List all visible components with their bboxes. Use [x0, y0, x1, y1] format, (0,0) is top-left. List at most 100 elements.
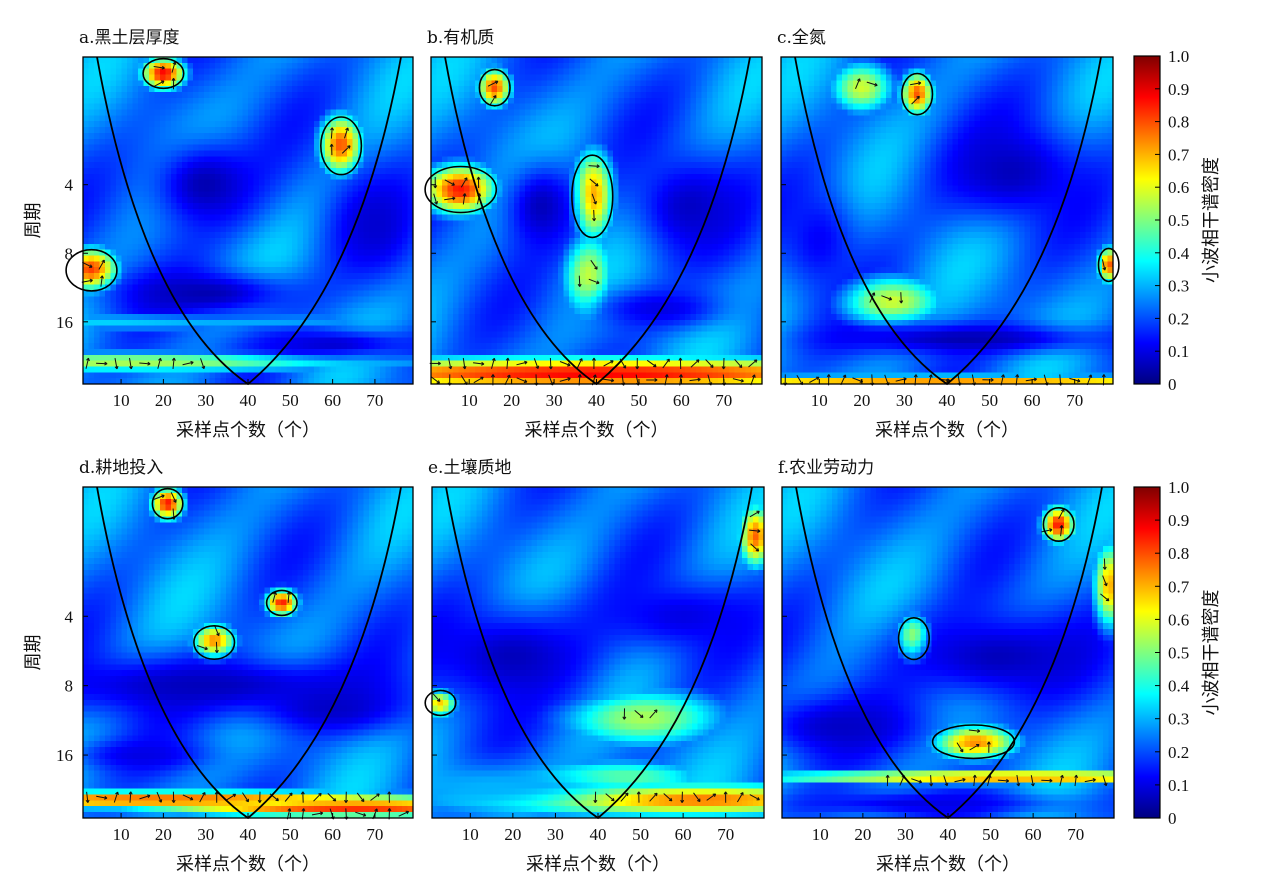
heatmap-cell — [155, 156, 161, 162]
heatmap-cell — [281, 261, 287, 267]
heatmap-cell — [237, 273, 243, 279]
heatmap-cell — [116, 80, 122, 86]
heatmap-cell — [111, 168, 117, 174]
heatmap-cell — [287, 232, 293, 238]
heatmap-cell — [448, 314, 454, 320]
heatmap-cell — [563, 343, 569, 349]
heatmap-cell — [221, 302, 227, 308]
heatmap-cell — [336, 191, 342, 197]
heatmap-cell — [325, 150, 331, 156]
heatmap-cell — [237, 92, 243, 98]
heatmap-cell — [380, 302, 386, 308]
heatmap-cell — [541, 314, 547, 320]
heatmap-cell — [210, 232, 216, 238]
heatmap-cell — [166, 150, 172, 156]
heatmap-cell — [369, 69, 375, 75]
heatmap-cell — [182, 372, 188, 378]
heatmap-cell — [574, 209, 580, 215]
heatmap-cell — [453, 232, 459, 238]
heatmap-cell — [116, 320, 122, 326]
heatmap-cell — [303, 162, 309, 168]
heatmap-cell — [265, 337, 271, 343]
heatmap-cell — [431, 273, 437, 279]
heatmap-cell — [364, 314, 370, 320]
heatmap-cell — [402, 197, 408, 203]
heatmap-cell — [442, 331, 448, 337]
heatmap-cell — [281, 320, 287, 326]
heatmap-cell — [552, 355, 558, 361]
heatmap-cell — [254, 256, 260, 262]
heatmap-cell — [254, 80, 260, 86]
heatmap-cell — [155, 366, 161, 372]
heatmap-cell — [386, 57, 392, 63]
heatmap-cell — [497, 314, 503, 320]
heatmap-cell — [380, 320, 386, 326]
heatmap-cell — [94, 197, 100, 203]
heatmap-cell — [237, 349, 243, 355]
heatmap-cell — [431, 320, 437, 326]
heatmap-cell — [204, 279, 210, 285]
heatmap-cell — [331, 86, 337, 92]
heatmap-cell — [259, 261, 265, 267]
heatmap-cell — [314, 185, 320, 191]
heatmap-cell — [210, 92, 216, 98]
heatmap-cell — [574, 86, 580, 92]
heatmap-cell — [486, 285, 492, 291]
heatmap-cell — [138, 273, 144, 279]
heatmap-cell — [541, 372, 547, 378]
heatmap-cell — [547, 150, 553, 156]
heatmap-cell — [563, 250, 569, 256]
heatmap-cell — [459, 250, 465, 256]
heatmap-cell — [188, 63, 194, 69]
heatmap-cells — [83, 57, 414, 385]
heatmap-cell — [100, 104, 106, 110]
heatmap-cell — [342, 180, 348, 186]
heatmap-cell — [188, 69, 194, 75]
heatmap-cell — [133, 168, 139, 174]
heatmap-cell — [259, 221, 265, 227]
heatmap-cell — [402, 180, 408, 186]
heatmap-cell — [133, 104, 139, 110]
heatmap-cell — [155, 115, 161, 121]
heatmap-cell — [442, 110, 448, 116]
heatmap-cell — [353, 256, 359, 262]
heatmap-cell — [336, 366, 342, 372]
heatmap-cell — [166, 121, 172, 127]
heatmap-cell — [380, 331, 386, 337]
heatmap-cell — [431, 261, 437, 267]
heatmap-cell — [397, 121, 403, 127]
heatmap-cell — [292, 285, 298, 291]
heatmap-cell — [541, 361, 547, 367]
heatmap-cell — [375, 75, 381, 81]
heatmap-cell — [204, 320, 210, 326]
heatmap-cell — [177, 244, 183, 250]
heatmap-cell — [193, 121, 199, 127]
heatmap-cell — [111, 308, 117, 314]
heatmap-cell — [331, 355, 337, 361]
heatmap-cell — [182, 355, 188, 361]
heatmap-cell — [309, 98, 315, 104]
heatmap-cell — [265, 343, 271, 349]
heatmap-cell — [325, 256, 331, 262]
heatmap-cell — [221, 156, 227, 162]
heatmap-cell — [369, 361, 375, 367]
heatmap-cell — [503, 291, 509, 297]
heatmap-cell — [563, 320, 569, 326]
heatmap-cell — [160, 150, 166, 156]
heatmap-cell — [276, 320, 282, 326]
heatmap-cell — [94, 75, 100, 81]
heatmap-cell — [464, 121, 470, 127]
heatmap-cell — [248, 209, 254, 215]
heatmap-cell — [525, 63, 531, 69]
heatmap-cell — [470, 133, 476, 139]
heatmap-cell — [574, 185, 580, 191]
heatmap-cell — [122, 63, 128, 69]
heatmap-cell — [314, 168, 320, 174]
heatmap-cell — [193, 296, 199, 302]
heatmap-cell — [347, 355, 353, 361]
heatmap-cell — [536, 285, 542, 291]
heatmap-cell — [292, 197, 298, 203]
heatmap-cell — [199, 343, 205, 349]
heatmap-cell — [558, 180, 564, 186]
heatmap-cell — [375, 337, 381, 343]
